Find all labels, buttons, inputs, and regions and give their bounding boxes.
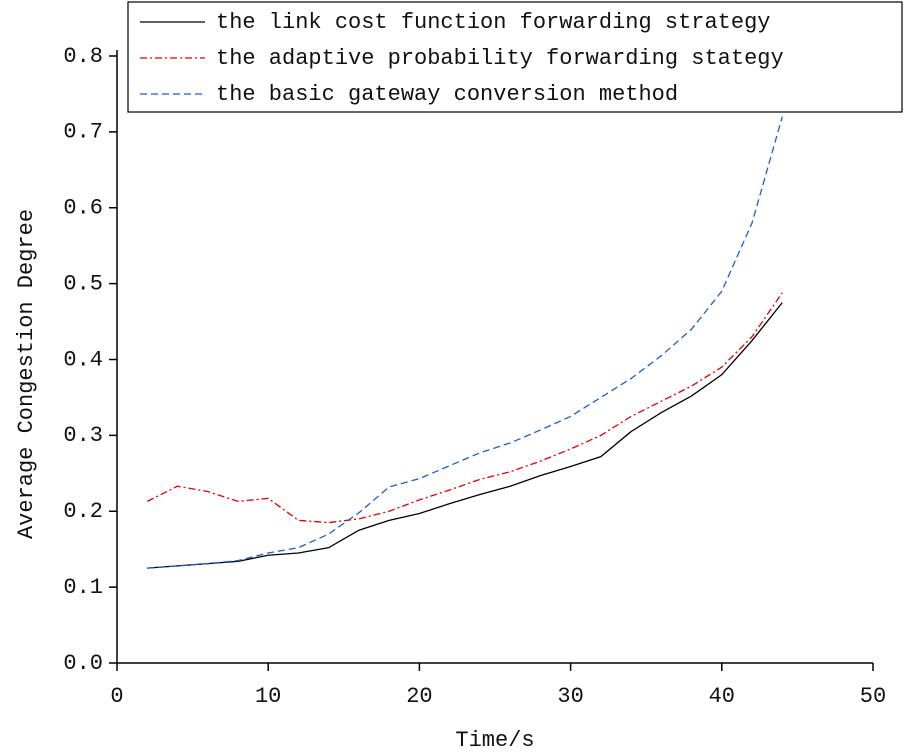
y-axis-label: Average Congestion Degree bbox=[14, 209, 39, 539]
y-tick-label: 0.5 bbox=[63, 271, 103, 296]
y-tick-label: 0.0 bbox=[63, 651, 103, 676]
data-line bbox=[147, 302, 783, 569]
x-axis-label: Time/s bbox=[455, 728, 534, 753]
data-line bbox=[147, 116, 783, 569]
x-tick-label: 20 bbox=[406, 684, 432, 709]
data-line bbox=[146, 292, 783, 524]
y-tick-label: 0.7 bbox=[63, 120, 103, 145]
legend-label: the basic gateway conversion method bbox=[216, 82, 678, 107]
y-tick-label: 0.8 bbox=[63, 44, 103, 69]
y-tick-label: 0.6 bbox=[63, 196, 103, 221]
x-tick-label: 40 bbox=[709, 684, 735, 709]
x-tick-label: 0 bbox=[110, 684, 123, 709]
y-tick-label: 0.3 bbox=[63, 423, 103, 448]
legend-label: the link cost function forwarding strate… bbox=[216, 10, 771, 35]
y-tick-label: 0.1 bbox=[63, 575, 103, 600]
legend-box bbox=[127, 1, 903, 113]
x-tick-label: 10 bbox=[255, 684, 281, 709]
x-tick-label: 30 bbox=[557, 684, 583, 709]
y-tick-label: 0.2 bbox=[63, 499, 103, 524]
x-tick-label: 50 bbox=[860, 684, 886, 709]
y-tick-label: 0.4 bbox=[63, 347, 103, 372]
legend-label: the adaptive probability forwarding stat… bbox=[216, 46, 784, 71]
